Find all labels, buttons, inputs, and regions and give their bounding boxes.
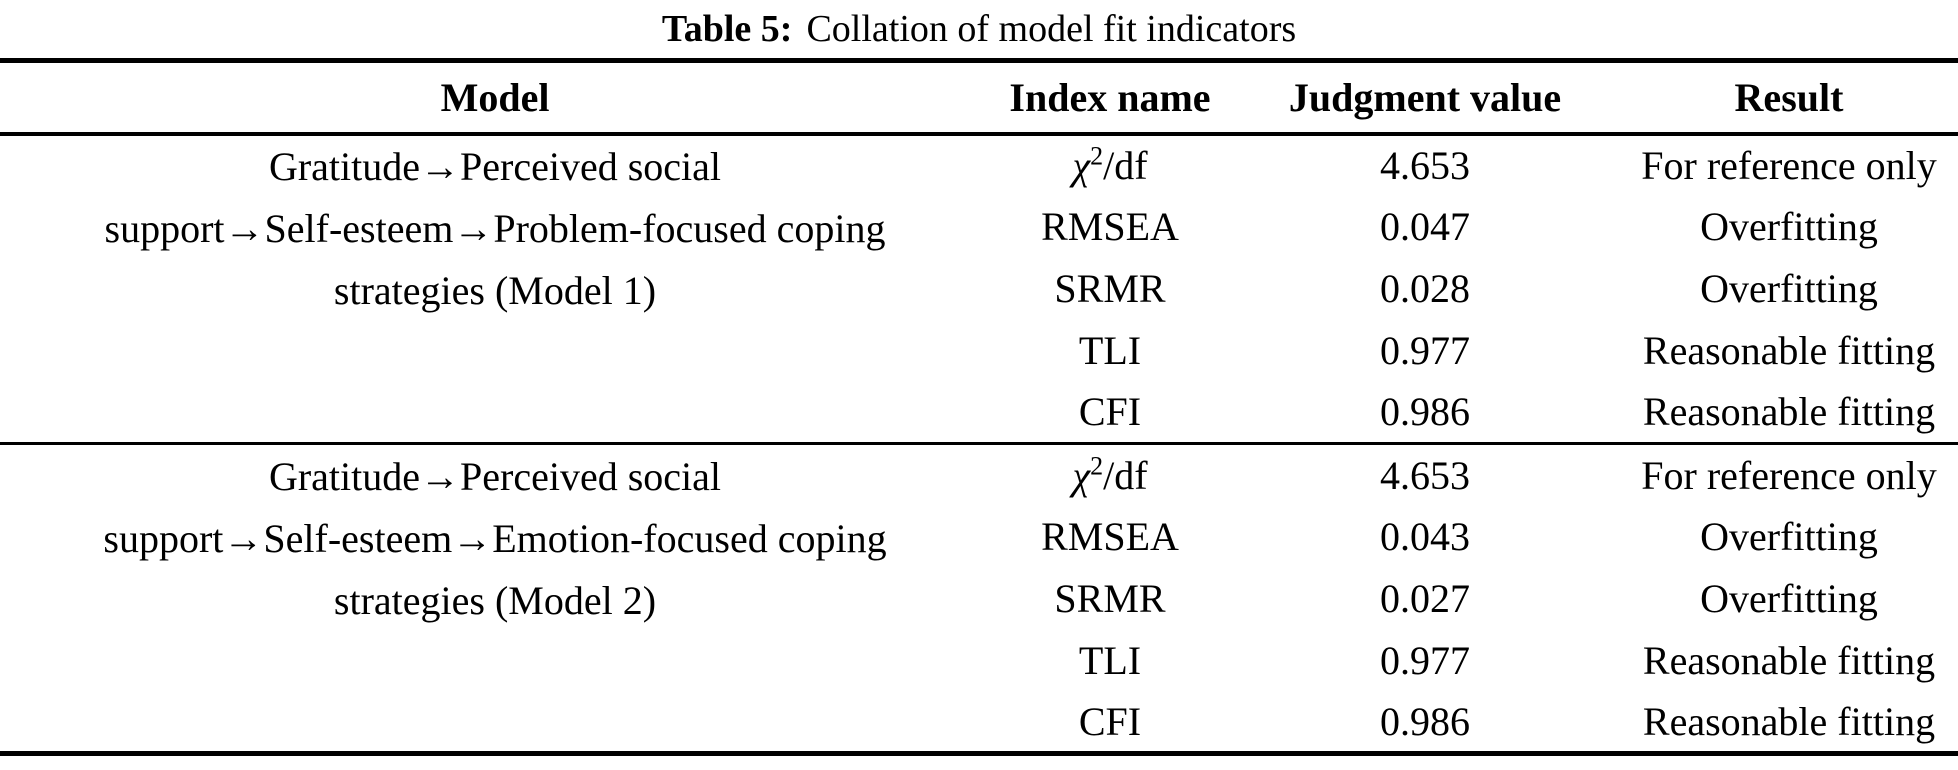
chi-df-suffix: /df	[1103, 452, 1148, 498]
table-caption-text: Collation of model fit indicators	[806, 8, 1297, 50]
chi-symbol: χ	[1072, 143, 1091, 188]
result-cell: Overfitting	[1700, 576, 1878, 621]
table-row: RMSEA 0.043 Overfitting	[0, 506, 1958, 568]
judgment-value-cell: 4.653	[1380, 452, 1470, 498]
result-cell: Overfitting	[1700, 204, 1878, 249]
table-row: TLI 0.977 Reasonable fitting	[0, 320, 1958, 382]
model-line: strategies (Model 1)	[333, 268, 657, 313]
model-line: Gratitude→Perceived social	[268, 144, 722, 189]
model-line: support→Self-esteem→Emotion-focused copi…	[103, 515, 887, 561]
chi-superscript: 2	[1090, 451, 1104, 481]
index-name-cell: TLI	[1078, 328, 1142, 373]
chi-df-suffix: /df	[1103, 143, 1148, 188]
result-cell: Reasonable fitting	[1642, 328, 1936, 373]
model-2-cell: Gratitude→Perceived social support→Self-…	[0, 444, 990, 754]
model-2-block: Gratitude→Perceived social support→Self-…	[0, 444, 1958, 754]
column-header-judgment-value: Judgment value	[1230, 60, 1620, 136]
column-header-result: Result	[1620, 60, 1958, 136]
index-name-cell: χ2/df	[990, 134, 1230, 196]
judgment-value-cell: 0.977	[1380, 328, 1470, 373]
model-line: support→Self-esteem→Problem-focused copi…	[104, 206, 886, 251]
index-name-cell: SRMR	[1054, 266, 1166, 311]
index-name-cell: RMSEA	[1041, 204, 1179, 249]
result-cell: Reasonable fitting	[1642, 638, 1936, 683]
table-row: Gratitude→Perceived social support→Self-…	[0, 444, 1958, 623]
model-1-cell: Gratitude→Perceived social support→Self-…	[0, 133, 990, 445]
header-row: Model Index name Judgment value Result	[0, 60, 1958, 136]
table-row: CFI 0.986 Reasonable fitting	[0, 692, 1958, 754]
judgment-value-cell: 0.986	[1380, 698, 1470, 744]
table-row: TLI 0.977 Reasonable fitting	[0, 630, 1958, 692]
result-cell: Reasonable fitting	[1642, 698, 1936, 744]
table-row: RMSEA 0.047 Overfitting	[0, 196, 1958, 258]
model-line: strategies (Model 2)	[333, 577, 657, 623]
chi-superscript: 2	[1090, 141, 1104, 171]
column-header-model: Model	[0, 60, 990, 136]
judgment-value-cell: 0.986	[1230, 381, 1620, 445]
index-name-cell: CFI	[990, 381, 1230, 445]
result-cell: Overfitting	[1700, 266, 1878, 311]
table-row: SRMR 0.028 Overfitting	[0, 258, 1958, 320]
result-cell: For reference only	[1641, 452, 1937, 498]
index-name-cell: SRMR	[1054, 576, 1166, 621]
table-row: SRMR 0.027 Overfitting	[0, 568, 1958, 630]
index-name-cell: RMSEA	[1041, 514, 1179, 559]
judgment-value-cell: 0.043	[1380, 514, 1470, 559]
table-row: Gratitude→Perceived social support→Self-…	[0, 133, 1958, 445]
chi-symbol: χ	[1072, 452, 1091, 498]
index-name-cell: CFI	[1078, 698, 1142, 744]
model-1-block: Gratitude→Perceived social support→Self-…	[0, 133, 1958, 445]
model-fit-table: Model Index name Judgment value Result G…	[0, 58, 1958, 756]
result-cell: For reference only	[1641, 143, 1937, 188]
result-cell: Reasonable fitting	[1620, 381, 1958, 445]
column-header-index-name: Index name	[990, 60, 1230, 136]
table-caption: Table 5: Collation of model fit indicato…	[0, 0, 1958, 58]
judgment-value-cell: 0.028	[1380, 266, 1470, 311]
table-header: Model Index name Judgment value Result	[0, 60, 1958, 136]
result-cell: Overfitting	[1700, 514, 1878, 559]
judgment-value-cell: 0.047	[1380, 204, 1470, 249]
judgment-value-cell: 0.977	[1380, 638, 1470, 683]
index-name-cell: χ2/df	[990, 444, 1230, 506]
table-caption-label: Table 5:	[661, 8, 793, 50]
judgment-value-cell: 4.653	[1380, 143, 1470, 188]
judgment-value-cell: 0.027	[1380, 576, 1470, 621]
index-name-cell: TLI	[1078, 638, 1142, 683]
model-line: Gratitude→Perceived social	[268, 453, 722, 499]
table-row: CFI 0.986 Reasonable fitting	[0, 381, 1958, 445]
